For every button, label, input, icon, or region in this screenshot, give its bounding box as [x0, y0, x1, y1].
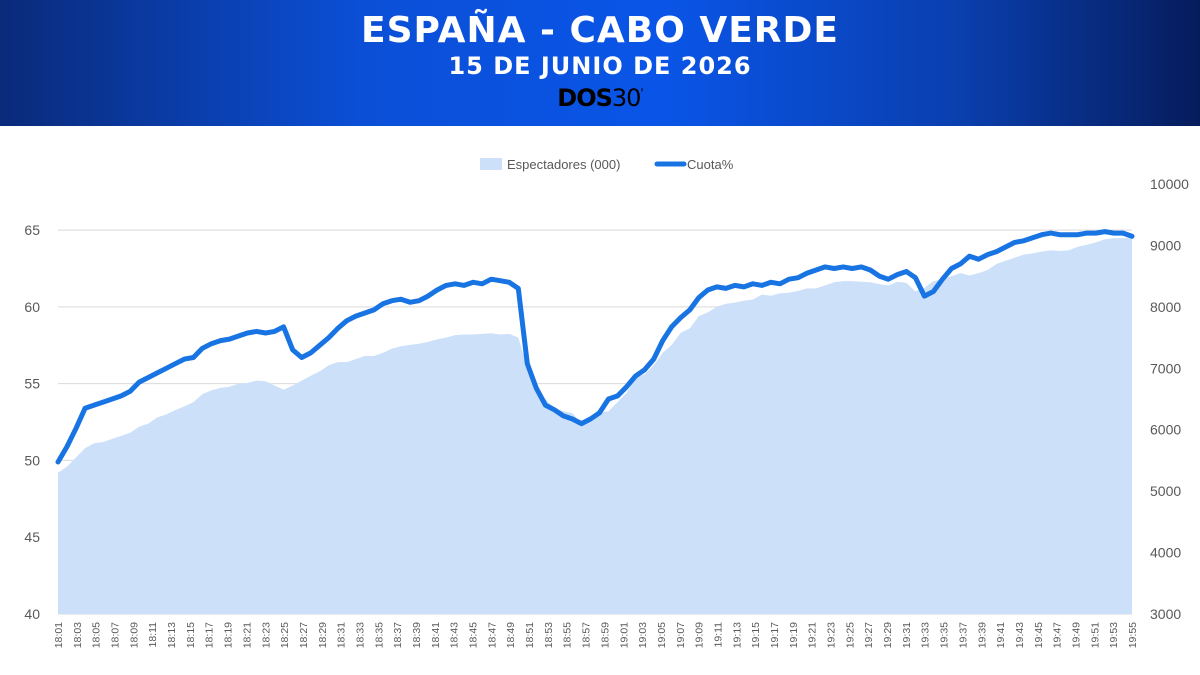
x-tick-label: 19:55 — [1127, 622, 1139, 648]
x-tick-label: 18:47 — [486, 622, 498, 648]
x-tick-label: 18:03 — [72, 622, 84, 648]
logo-sup-text: ' — [640, 86, 643, 100]
x-tick-label: 19:27 — [863, 622, 875, 648]
x-tick-label: 19:15 — [750, 622, 762, 648]
x-tick-label: 18:29 — [317, 622, 329, 648]
y-right-tick-label: 9000 — [1150, 237, 1181, 253]
x-tick-label: 18:53 — [543, 622, 555, 648]
x-tick-label: 18:31 — [336, 622, 348, 648]
x-tick-label: 18:49 — [505, 622, 517, 648]
x-tick-label: 18:57 — [581, 622, 593, 648]
y-right-tick-label: 10000 — [1150, 176, 1189, 192]
x-tick-label: 18:59 — [599, 622, 611, 648]
y-left-tick-label: 40 — [24, 606, 40, 622]
x-tick-label: 18:43 — [449, 622, 461, 648]
x-tick-label: 18:01 — [53, 622, 65, 648]
x-tick-label: 19:09 — [694, 622, 706, 648]
x-tick-label: 19:25 — [844, 622, 856, 648]
x-tick-label: 18:55 — [562, 622, 574, 648]
x-tick-label: 18:19 — [223, 622, 235, 648]
x-tick-label: 18:41 — [430, 622, 442, 648]
x-tick-label: 18:05 — [91, 622, 103, 648]
y-right-tick-label: 4000 — [1150, 545, 1181, 561]
x-tick-label: 18:15 — [185, 622, 197, 648]
x-tick-label: 19:01 — [618, 622, 630, 648]
x-tick-label: 19:39 — [976, 622, 988, 648]
header-banner: ESPAÑA - CABO VERDE 15 DE JUNIO DE 2026 … — [0, 0, 1200, 126]
x-tick-label: 19:53 — [1108, 622, 1120, 648]
x-tick-label: 18:51 — [524, 622, 536, 648]
x-tick-label: 19:23 — [826, 622, 838, 648]
x-tick-label: 19:17 — [769, 622, 781, 648]
y-right-tick-label: 6000 — [1150, 422, 1181, 438]
x-tick-label: 19:21 — [807, 622, 819, 648]
logo-bold-text: DOS — [557, 84, 613, 112]
y-left-tick-label: 55 — [24, 376, 40, 392]
page-subtitle: 15 DE JUNIO DE 2026 — [448, 52, 752, 80]
x-tick-label: 19:43 — [1014, 622, 1026, 648]
x-tick-label: 19:03 — [637, 622, 649, 648]
logo-light-text: 30 — [611, 84, 642, 112]
y-right-tick-label: 3000 — [1150, 606, 1181, 622]
brand-logo: DOS30' — [0, 84, 1200, 112]
y-right-tick-label: 5000 — [1150, 483, 1181, 499]
legend-label-espectadores: Espectadores (000) — [507, 157, 620, 172]
x-tick-label: 18:25 — [279, 622, 291, 648]
x-tick-label: 18:33 — [355, 622, 367, 648]
x-tick-label: 19:05 — [656, 622, 668, 648]
x-tick-label: 18:17 — [204, 622, 216, 648]
y-left-tick-label: 45 — [24, 529, 40, 545]
x-tick-label: 19:51 — [1089, 622, 1101, 648]
x-tick-label: 19:13 — [731, 622, 743, 648]
audience-chart: 40 45 50 55 60 65 3000 4000 5000 6000 7000 8000 9000… — [24, 157, 1189, 648]
x-tick-label: 19:11 — [713, 622, 725, 648]
legend-label-cuota: Cuota% — [687, 157, 734, 172]
x-tick-label: 18:39 — [411, 622, 423, 648]
legend-swatch-espectadores — [480, 158, 502, 170]
y-left-tick-label: 50 — [24, 452, 40, 468]
x-tick-label: 19:45 — [1033, 622, 1045, 648]
x-tick-label: 18:27 — [298, 622, 310, 648]
x-tick-label: 18:21 — [241, 622, 253, 648]
x-tick-label: 19:19 — [788, 622, 800, 648]
x-tick-label: 19:07 — [675, 622, 687, 648]
y-right-tick-label: 8000 — [1150, 299, 1181, 315]
y-left-tick-label: 65 — [24, 222, 40, 238]
y-right-tick-label: 7000 — [1150, 360, 1181, 376]
x-tick-label: 19:29 — [882, 622, 894, 648]
x-tick-label: 19:37 — [957, 622, 969, 648]
x-tick-label: 18:09 — [128, 622, 140, 648]
x-tick-label: 18:45 — [468, 622, 480, 648]
x-tick-label: 19:35 — [939, 622, 951, 648]
page-title: ESPAÑA - CABO VERDE — [361, 10, 839, 51]
x-tick-label: 18:37 — [392, 622, 404, 648]
x-tick-label: 18:23 — [260, 622, 272, 648]
x-tick-label: 18:13 — [166, 622, 178, 648]
x-tick-label: 19:41 — [995, 622, 1007, 648]
x-tick-label: 18:07 — [110, 622, 122, 648]
series-line-cuota — [55, 229, 1135, 465]
y-left-tick-label: 60 — [24, 299, 40, 315]
x-tick-label: 18:35 — [373, 622, 385, 648]
x-tick-label: 19:47 — [1052, 622, 1064, 648]
x-tick-label: 19:49 — [1071, 622, 1083, 648]
x-tick-label: 19:31 — [901, 622, 913, 648]
x-tick-label: 18:11 — [147, 622, 159, 648]
x-tick-label: 19:33 — [920, 622, 932, 648]
series-area-espectadores — [58, 237, 1132, 614]
